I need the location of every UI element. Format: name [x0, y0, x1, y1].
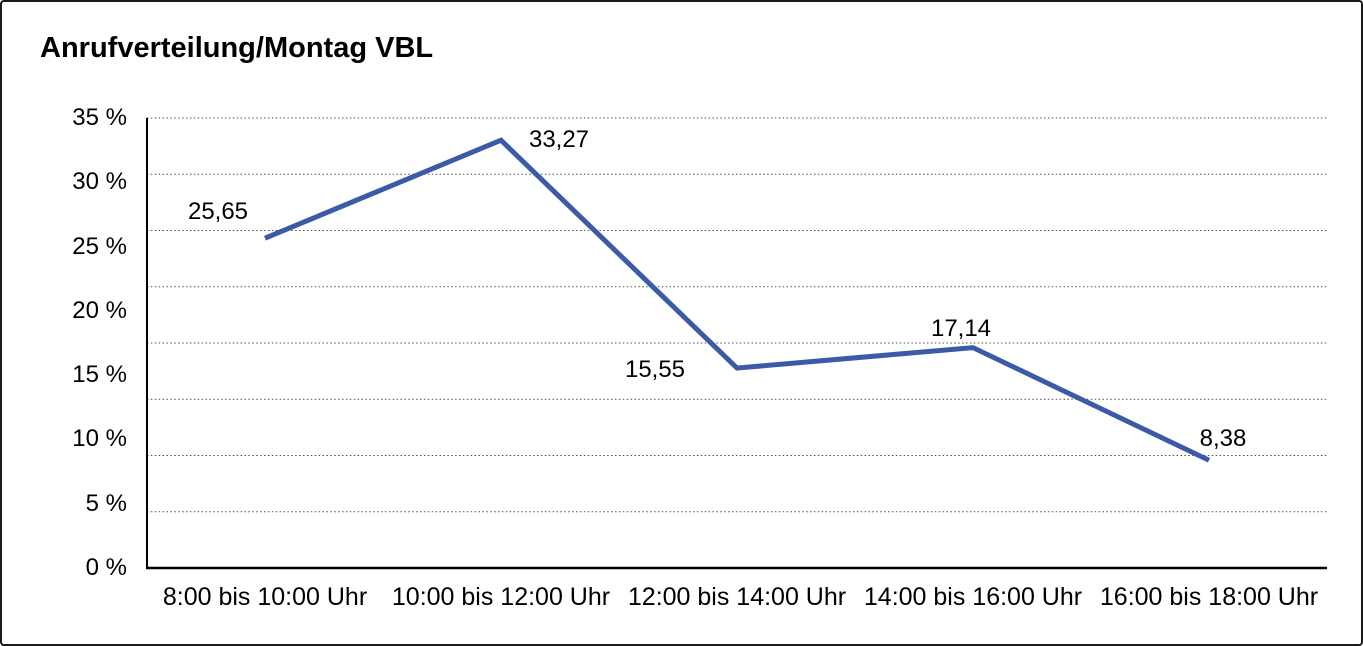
- value-label: 8,38: [1199, 425, 1247, 453]
- y-tick-label: 10 %: [72, 425, 127, 453]
- y-tick-label: 30 %: [72, 168, 127, 196]
- series-line: [264, 137, 1211, 463]
- x-tick-label: 12:00 bis 14:00 Uhr: [627, 583, 847, 611]
- x-tick-label: 16:00 bis 18:00 Uhr: [1099, 583, 1319, 611]
- y-tick-label: 25 %: [72, 232, 127, 260]
- chart-title: Anrufverteilung/Montag VBL: [40, 32, 434, 64]
- x-tick-label: 8:00 bis 10:00 Uhr: [162, 583, 368, 611]
- y-tick-label: 15 %: [72, 361, 127, 389]
- value-label: 17,14: [930, 314, 992, 342]
- x-tick-label: 14:00 bis 16:00 Uhr: [863, 583, 1083, 611]
- y-tick-label: 0 %: [85, 554, 127, 581]
- y-tick-label: 5 %: [85, 489, 127, 517]
- x-tick-label: 10:00 bis 12:00 Uhr: [391, 583, 611, 611]
- y-tick-label: 20 %: [72, 296, 127, 324]
- value-label: 15,55: [624, 356, 686, 384]
- value-label: 25,65: [187, 198, 249, 226]
- y-tick-label: 35 %: [72, 104, 127, 131]
- value-label: 33,27: [528, 126, 590, 154]
